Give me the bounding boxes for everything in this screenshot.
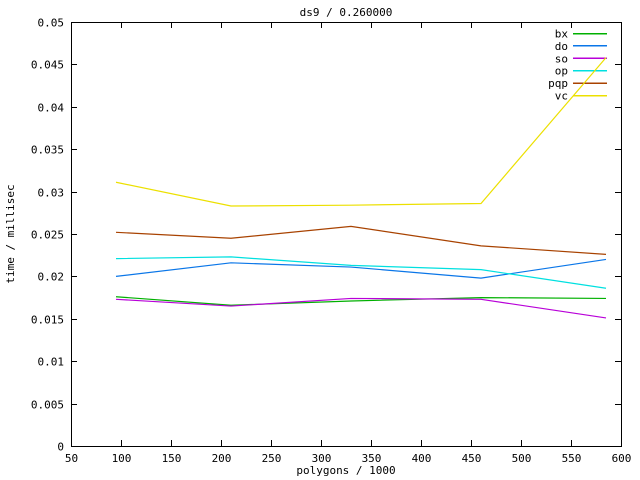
y-tick-label: 0.03	[38, 187, 65, 200]
legend-label-do: do	[555, 40, 568, 53]
x-tick-label: 450	[462, 452, 482, 465]
x-tick-label: 50	[65, 452, 78, 465]
chart-title: ds9 / 0.260000	[300, 6, 393, 19]
legend-label-op: op	[555, 65, 568, 78]
x-tick-label: 550	[562, 452, 582, 465]
y-tick-label: 0.04	[38, 102, 65, 115]
y-tick-label: 0.015	[31, 314, 64, 327]
series-line-vc	[115, 57, 607, 207]
series-line-bx	[115, 296, 607, 306]
y-tick-label: 0.02	[38, 271, 65, 284]
x-tick-label: 250	[262, 452, 282, 465]
x-tick-label: 150	[162, 452, 182, 465]
y-tick-label: 0.005	[31, 399, 64, 412]
x-tick-label: 200	[212, 452, 232, 465]
y-tick-label: 0.05	[38, 17, 65, 30]
legend-label-vc: vc	[555, 90, 568, 103]
series-line-pqp	[115, 225, 607, 255]
plot-area: 50 100 150 200 250 300 350 400 450 500 550 600 0 0.00…	[31, 17, 632, 466]
series-line-do	[115, 258, 607, 279]
y-tick-label: 0.035	[31, 144, 64, 157]
y-tick-label: 0.025	[31, 229, 64, 242]
y-tick-label: 0.045	[31, 59, 64, 72]
y-tick-label: 0.01	[38, 356, 65, 369]
x-tick-label: 600	[612, 452, 632, 465]
plot-frame	[71, 22, 622, 447]
y-axis-label: time / millisec	[4, 184, 17, 283]
x-tick-label: 100	[112, 452, 132, 465]
x-tick-label: 300	[312, 452, 332, 465]
legend-label-bx: bx	[555, 28, 569, 41]
legend-label-so: so	[555, 52, 568, 65]
y-tick-label: 0	[57, 441, 64, 454]
series-line-op	[115, 256, 607, 289]
x-axis-label: polygons / 1000	[296, 464, 395, 477]
x-tick-label: 400	[412, 452, 432, 465]
x-tick-label: 350	[362, 452, 382, 465]
x-tick-label: 500	[512, 452, 532, 465]
legend-label-pqp: pqp	[548, 77, 568, 90]
series-line-so	[115, 297, 607, 319]
